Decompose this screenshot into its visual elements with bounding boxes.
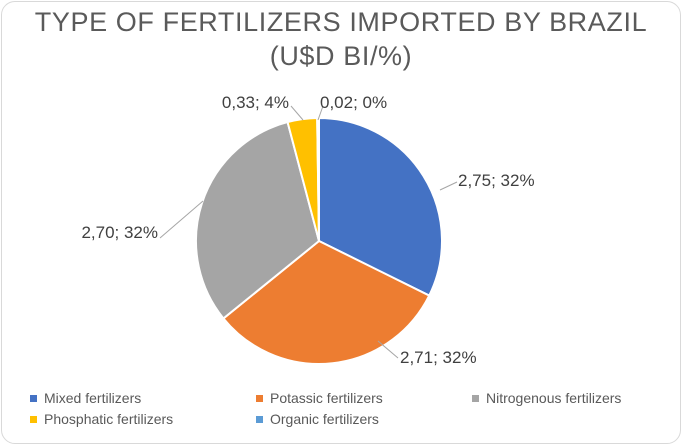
legend-label-organic: Organic fertilizers	[270, 411, 379, 427]
legend-label-potassic: Potassic fertilizers	[270, 390, 383, 406]
legend-swatch-organic	[256, 415, 263, 423]
leader-line-phosphatic	[290, 105, 304, 121]
legend-swatch-phosphatic	[30, 415, 37, 423]
data-label-mixed: 2,75; 32%	[458, 171, 535, 190]
data-label-potassic: 2,71; 32%	[400, 348, 477, 367]
pie-slice-nitrogenous	[195, 120, 321, 320]
leader-line-nitrogenous	[159, 200, 204, 239]
leader-line-mixed	[439, 181, 458, 191]
leader-line-organic	[317, 105, 324, 121]
legend-item-nitrogenous: Nitrogenous fertilizers	[472, 390, 621, 406]
legend-swatch-potassic	[256, 394, 263, 402]
legend-label-nitrogenous: Nitrogenous fertilizers	[486, 390, 622, 406]
pie-slice-mixed	[318, 116, 443, 297]
legend-item-mixed: Mixed fertilizers	[30, 390, 141, 406]
legend-item-potassic: Potassic fertilizers	[256, 390, 383, 406]
legend-swatch-nitrogenous	[472, 394, 479, 402]
data-label-phosphatic: 0,33; 4%	[222, 93, 289, 112]
pie-slice-potassic	[222, 239, 431, 366]
legend-swatch-mixed	[30, 394, 37, 402]
legend-item-phosphatic: Phosphatic fertilizers	[30, 411, 173, 427]
leader-line-potassic	[377, 340, 399, 359]
legend-item-organic: Organic fertilizers	[256, 411, 379, 427]
chart-title-line1: TYPE OF FERTILIZERS IMPORTED BY BRAZIL	[34, 7, 648, 37]
chart-title-line2: (U$D BI/%)	[269, 41, 413, 71]
data-label-nitrogenous: 2,70; 32%	[81, 223, 158, 242]
legend-label-phosphatic: Phosphatic fertilizers	[44, 411, 174, 427]
legend-label-mixed: Mixed fertilizers	[44, 390, 142, 406]
data-label-organic: 0,02; 0%	[320, 93, 387, 112]
